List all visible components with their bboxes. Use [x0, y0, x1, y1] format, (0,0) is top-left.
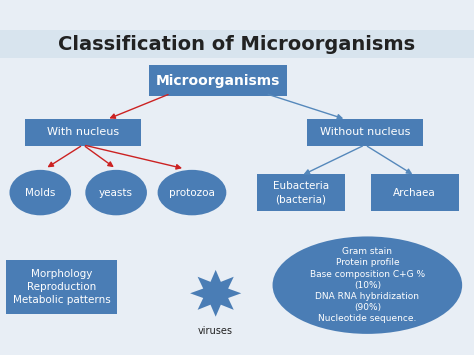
FancyBboxPatch shape: [307, 119, 423, 146]
Text: Gram stain
Protein profile
Base composition C+G %
(10%)
DNA RNA hybridization
(9: Gram stain Protein profile Base composit…: [310, 247, 425, 323]
FancyBboxPatch shape: [149, 65, 287, 96]
Text: yeasts: yeasts: [99, 187, 133, 198]
FancyBboxPatch shape: [257, 174, 345, 211]
Ellipse shape: [157, 170, 226, 215]
Ellipse shape: [9, 170, 71, 215]
FancyBboxPatch shape: [6, 260, 118, 313]
Text: viruses: viruses: [198, 326, 233, 335]
Text: Molds: Molds: [25, 187, 55, 198]
Text: Archaea: Archaea: [393, 187, 436, 198]
Ellipse shape: [273, 236, 462, 334]
Text: Eubacteria
(bacteria): Eubacteria (bacteria): [273, 181, 329, 204]
Text: Microorganisms: Microorganisms: [156, 73, 280, 88]
Polygon shape: [190, 270, 241, 317]
Text: With nucleus: With nucleus: [47, 127, 119, 137]
FancyBboxPatch shape: [371, 174, 459, 211]
FancyBboxPatch shape: [0, 30, 474, 58]
Ellipse shape: [85, 170, 147, 215]
FancyBboxPatch shape: [25, 119, 141, 146]
Text: Morphology
Reproduction
Metabolic patterns: Morphology Reproduction Metabolic patter…: [13, 269, 110, 305]
Text: protozoa: protozoa: [169, 187, 215, 198]
Text: Classification of Microorganisms: Classification of Microorganisms: [58, 35, 416, 54]
Text: Without nucleus: Without nucleus: [320, 127, 410, 137]
